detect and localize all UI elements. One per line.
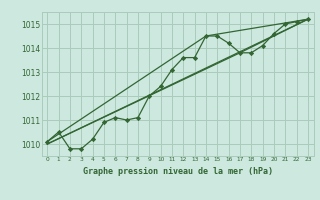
X-axis label: Graphe pression niveau de la mer (hPa): Graphe pression niveau de la mer (hPa) xyxy=(83,167,273,176)
